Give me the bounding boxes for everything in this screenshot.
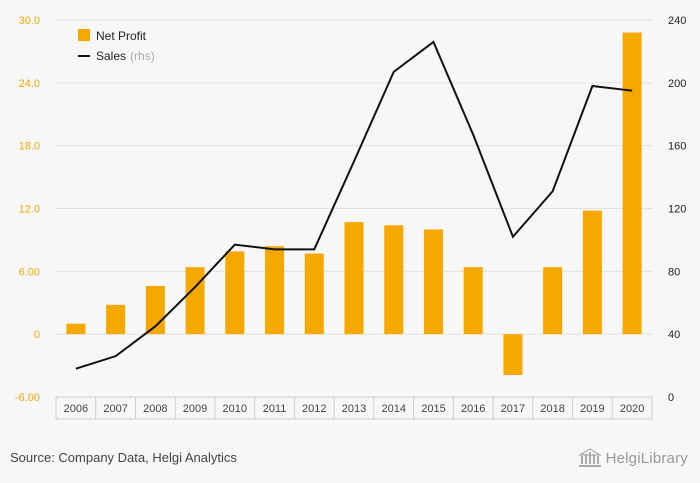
- x-tick-label: 2009: [183, 403, 207, 415]
- axes: -6.00 0 6.00 12.0 18.0 24.0 30.0 0 40 80 120 160 200…: [15, 15, 686, 420]
- x-tick-label: 2016: [461, 403, 485, 415]
- legend-net-profit-label: Net Profit: [96, 29, 147, 43]
- net-profit-bar: [225, 251, 245, 335]
- x-tick-label: 2013: [342, 403, 366, 415]
- legend-net-profit-swatch: [78, 29, 90, 41]
- net-profit-bar: [344, 222, 364, 335]
- x-tick-label: 2020: [620, 403, 644, 415]
- net-profit-bar: [463, 267, 483, 335]
- x-tick-label: 2015: [421, 403, 445, 415]
- x-tick-label: 2018: [540, 403, 564, 415]
- right-tick-label: 40: [668, 329, 680, 341]
- x-tick-label: 2019: [580, 403, 604, 415]
- combo-chart: -6.00 0 6.00 12.0 18.0 24.0 30.0 0 40 80 120 160 200…: [15, 15, 686, 420]
- legend: Net Profit Sales (rhs): [78, 29, 155, 63]
- right-tick-label: 200: [668, 78, 686, 90]
- x-tick-label: 2008: [143, 403, 167, 415]
- right-tick-label: 160: [668, 141, 686, 153]
- x-tick-label: 2006: [64, 403, 88, 415]
- right-tick-label: 120: [668, 204, 686, 216]
- left-tick-label: 12.0: [19, 204, 40, 216]
- net-profit-bar: [622, 32, 642, 335]
- net-profit-bar: [106, 304, 126, 335]
- legend-sales-suffix: (rhs): [130, 49, 155, 63]
- right-tick-label: 0: [668, 392, 674, 404]
- footer: Source: Company Data, Helgi Analytics He…: [0, 440, 700, 483]
- x-tick-label: 2007: [103, 403, 127, 415]
- legend-sales-label: Sales (rhs): [96, 49, 155, 63]
- left-tick-label: 0: [34, 329, 40, 341]
- left-tick-label: -6.00: [15, 392, 40, 404]
- legend-sales-name: Sales: [96, 49, 126, 63]
- source-note: Source: Company Data, Helgi Analytics: [10, 450, 237, 465]
- x-tick-label: 2017: [501, 403, 525, 415]
- library-building-icon: [577, 448, 602, 467]
- left-tick-label: 30.0: [19, 15, 40, 27]
- net-profit-bar: [384, 225, 404, 335]
- net-profit-bar: [543, 267, 563, 335]
- x-tick-label: 2010: [223, 403, 247, 415]
- left-tick-label: 24.0: [19, 78, 40, 90]
- left-tick-label: 18.0: [19, 141, 40, 153]
- net-profit-bar: [503, 334, 523, 376]
- net-profit-bars: [66, 32, 642, 376]
- net-profit-bar: [66, 323, 86, 335]
- net-profit-bar: [265, 246, 285, 335]
- brand-logo: HelgiLibrary: [577, 448, 688, 468]
- sales-line: [75, 40, 633, 370]
- right-tick-label: 80: [668, 266, 680, 278]
- x-tick-label: 2014: [381, 403, 405, 415]
- left-tick-label: 6.00: [19, 266, 40, 278]
- net-profit-bar: [185, 267, 205, 335]
- right-tick-label: 240: [668, 15, 686, 27]
- x-tick-label: 2011: [263, 403, 287, 415]
- brand-name: HelgiLibrary: [605, 449, 688, 467]
- net-profit-bar: [582, 210, 602, 335]
- sales-line-group: [75, 40, 633, 370]
- net-profit-bar: [304, 253, 324, 335]
- net-profit-bar: [423, 229, 443, 335]
- x-tick-label: 2012: [302, 403, 326, 415]
